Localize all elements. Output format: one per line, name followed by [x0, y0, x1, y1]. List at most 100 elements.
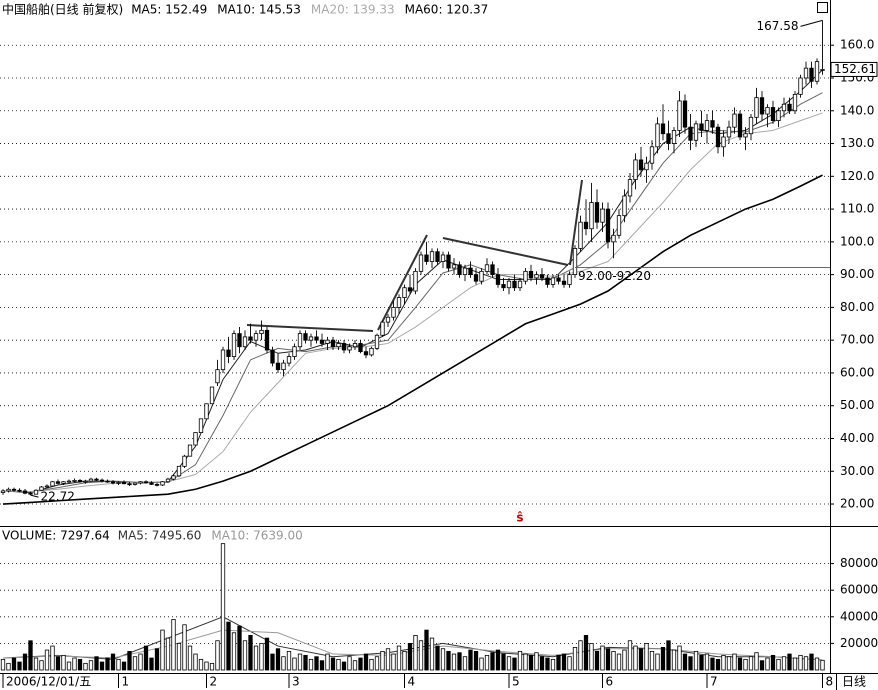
candle-body [105, 480, 110, 483]
volume-bar [682, 653, 688, 671]
candle-body [176, 465, 182, 477]
volume-bar [352, 660, 358, 671]
candle-body [319, 339, 325, 344]
legend-entry: MA20: 139.33 [311, 3, 395, 17]
volume-bar [385, 648, 391, 671]
candle-body [110, 481, 116, 484]
candle-body [363, 351, 369, 356]
candle-body [22, 490, 28, 494]
x-tick-label: 1 [122, 675, 130, 689]
volume-bar [220, 543, 226, 671]
volume-bar [759, 660, 765, 671]
candle-body [44, 485, 50, 488]
volume-bar [501, 653, 506, 671]
candle-body [770, 107, 776, 121]
candle-body [440, 254, 446, 262]
candle-body [385, 316, 391, 323]
volume-bar [226, 621, 231, 671]
volume-bar [660, 646, 666, 671]
candle-body [660, 123, 666, 135]
volume-bar [721, 654, 726, 671]
volume-bar [512, 657, 517, 671]
candle-body [413, 270, 418, 292]
volume-bar [429, 637, 435, 671]
volume-bar [6, 662, 11, 671]
candle-body [682, 100, 688, 128]
volume-bar [435, 645, 440, 671]
candle-body [693, 123, 699, 141]
volume-bar [264, 637, 270, 671]
candle-body [358, 343, 363, 353]
candle-body [143, 481, 149, 484]
candle-body [666, 133, 671, 144]
candle-body [556, 277, 561, 282]
candle-body [803, 67, 809, 79]
volume-bar [451, 653, 457, 671]
volume-bar [61, 654, 66, 671]
candle-body [605, 208, 611, 243]
last-price-box [830, 61, 878, 77]
candle-body [627, 179, 633, 197]
volume-bar [55, 656, 61, 671]
volume-bar [160, 629, 165, 671]
volume-bar [803, 656, 809, 671]
candle-body [638, 159, 644, 171]
volume-bar [462, 656, 468, 671]
x-tick-label: 4 [408, 675, 416, 689]
volume-bar [281, 656, 286, 671]
candle-body [781, 103, 787, 112]
x-tick-label: 7 [710, 675, 718, 689]
candle-body [545, 277, 550, 285]
candle-body [561, 280, 567, 285]
volume-bar [589, 643, 594, 671]
y-tick-label: 140.0 [840, 103, 874, 117]
candle-body [820, 69, 825, 71]
candle-body [374, 334, 380, 349]
candle-body [17, 489, 22, 492]
candle-body [39, 486, 44, 491]
volume-bar [440, 648, 446, 671]
y-tick-label: 120.0 [840, 169, 874, 183]
volume-bar [457, 652, 462, 671]
volume-bar [534, 652, 539, 671]
volume-bar [699, 654, 704, 671]
ma-line [2, 174, 823, 505]
volume-bar [633, 645, 638, 671]
candle-body [286, 356, 292, 364]
candle-body [88, 478, 94, 482]
candle-body [462, 267, 468, 276]
y-tick-label: 70.00 [840, 333, 874, 347]
volume-bar [792, 657, 798, 671]
legend-entry: MA10: 7639.00 [211, 529, 302, 543]
y-tick-label: 40.00 [840, 431, 874, 445]
trend-line [442, 237, 569, 266]
window-icon[interactable] [817, 2, 828, 13]
candle-body [616, 215, 622, 236]
candle-body [633, 159, 638, 180]
volume-bar [165, 637, 171, 671]
volume-bar [715, 658, 721, 671]
candle-body [792, 93, 798, 112]
y-tick-label: 160.0 [840, 38, 874, 52]
y-tick-label: 100.0 [840, 234, 874, 248]
volume-bar [171, 619, 176, 671]
volume-bar [820, 659, 825, 671]
candle-body [308, 336, 314, 341]
volume-bar [567, 656, 572, 671]
volume-bar [545, 657, 550, 671]
volume-bar [655, 653, 660, 671]
candle-body [165, 478, 171, 483]
candle-body [765, 107, 770, 115]
period-label: 日线 [842, 675, 866, 689]
volume-bar [77, 658, 83, 671]
candle-body [259, 329, 264, 335]
candle-body [457, 264, 462, 276]
volume-bar [308, 658, 314, 671]
volume-bar [110, 653, 116, 671]
candle-body [787, 103, 792, 112]
legend-entry: MA10: 145.53 [217, 3, 301, 17]
volume-bar [710, 657, 715, 671]
volume-bar [231, 632, 237, 671]
candle-body [644, 162, 649, 171]
